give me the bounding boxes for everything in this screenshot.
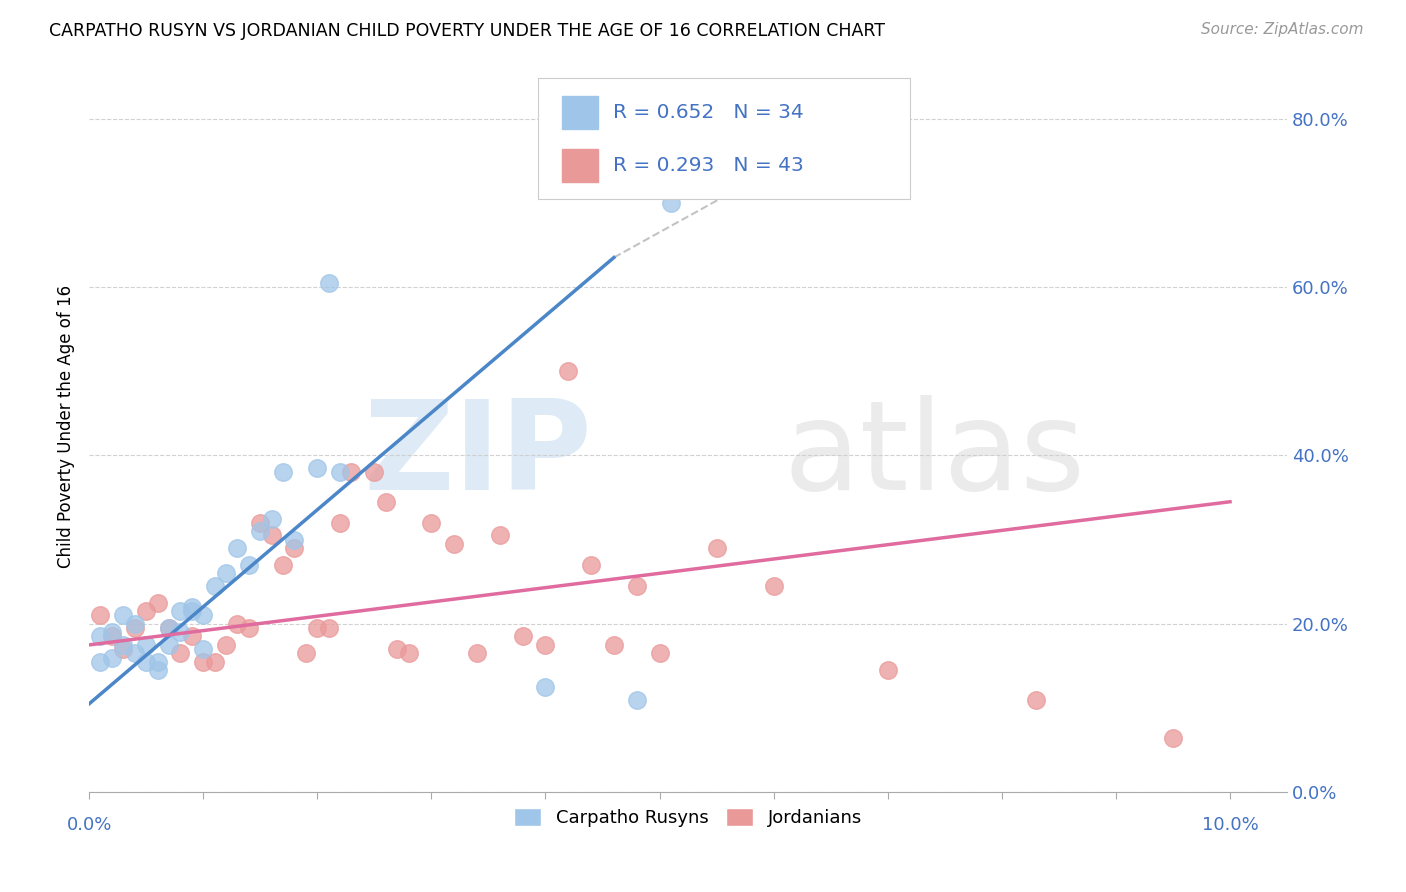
Point <box>283 541 305 555</box>
Point <box>329 516 352 530</box>
Point <box>557 364 579 378</box>
Point <box>626 692 648 706</box>
Point <box>89 630 111 644</box>
Point <box>169 646 191 660</box>
Point <box>191 655 214 669</box>
Point <box>1025 692 1047 706</box>
Text: R = 0.293   N = 43: R = 0.293 N = 43 <box>613 156 803 176</box>
Point <box>659 195 682 210</box>
Point <box>579 558 602 572</box>
Point <box>157 621 180 635</box>
Point <box>101 625 124 640</box>
Point <box>157 621 180 635</box>
Point <box>1161 731 1184 745</box>
Point <box>146 655 169 669</box>
Point <box>89 655 111 669</box>
Point <box>135 604 157 618</box>
Point <box>135 655 157 669</box>
Text: Source: ZipAtlas.com: Source: ZipAtlas.com <box>1201 22 1364 37</box>
Point <box>112 642 135 657</box>
Point <box>626 579 648 593</box>
Point <box>215 638 238 652</box>
Point <box>112 638 135 652</box>
Point <box>249 524 271 539</box>
Point <box>512 630 534 644</box>
Point <box>180 600 202 615</box>
Point <box>318 276 340 290</box>
Bar <box>562 149 598 182</box>
Point <box>89 608 111 623</box>
Point <box>876 663 898 677</box>
Point <box>307 621 329 635</box>
Legend: Carpatho Rusyns, Jordanians: Carpatho Rusyns, Jordanians <box>506 801 869 835</box>
Point <box>191 608 214 623</box>
Point <box>249 516 271 530</box>
Point <box>135 638 157 652</box>
Point <box>169 625 191 640</box>
Point <box>260 528 283 542</box>
Point <box>363 465 385 479</box>
Point <box>534 638 557 652</box>
Point <box>169 604 191 618</box>
Point <box>124 646 146 660</box>
Point <box>226 616 249 631</box>
Point <box>112 608 135 623</box>
Point <box>307 461 329 475</box>
Point <box>260 511 283 525</box>
Point <box>204 655 226 669</box>
Point <box>329 465 352 479</box>
Text: atlas: atlas <box>785 395 1085 516</box>
Point <box>488 528 510 542</box>
Point <box>398 646 420 660</box>
Point <box>648 646 671 660</box>
FancyBboxPatch shape <box>538 78 910 199</box>
Point <box>465 646 488 660</box>
Point <box>340 465 363 479</box>
Bar <box>562 95 598 128</box>
Point <box>420 516 443 530</box>
Point <box>204 579 226 593</box>
Text: 10.0%: 10.0% <box>1202 816 1258 834</box>
Point <box>443 537 465 551</box>
Text: ZIP: ZIP <box>364 395 592 516</box>
Point <box>295 646 318 660</box>
Point <box>283 533 305 547</box>
Point <box>603 638 626 652</box>
Point <box>238 558 260 572</box>
Text: 0.0%: 0.0% <box>66 816 111 834</box>
Point <box>191 642 214 657</box>
Point <box>101 650 124 665</box>
Point <box>180 604 202 618</box>
Point <box>124 616 146 631</box>
Point <box>374 494 396 508</box>
Point <box>762 579 785 593</box>
Point <box>146 596 169 610</box>
Point <box>706 541 728 555</box>
Point <box>226 541 249 555</box>
Point <box>180 630 202 644</box>
Point <box>215 566 238 581</box>
Point <box>101 630 124 644</box>
Point <box>318 621 340 635</box>
Point <box>157 638 180 652</box>
Point <box>385 642 408 657</box>
Point <box>124 621 146 635</box>
Y-axis label: Child Poverty Under the Age of 16: Child Poverty Under the Age of 16 <box>58 285 75 567</box>
Point <box>271 558 294 572</box>
Text: CARPATHO RUSYN VS JORDANIAN CHILD POVERTY UNDER THE AGE OF 16 CORRELATION CHART: CARPATHO RUSYN VS JORDANIAN CHILD POVERT… <box>49 22 886 40</box>
Point <box>238 621 260 635</box>
Point <box>146 663 169 677</box>
Text: R = 0.652   N = 34: R = 0.652 N = 34 <box>613 103 803 122</box>
Point <box>534 680 557 694</box>
Point <box>271 465 294 479</box>
